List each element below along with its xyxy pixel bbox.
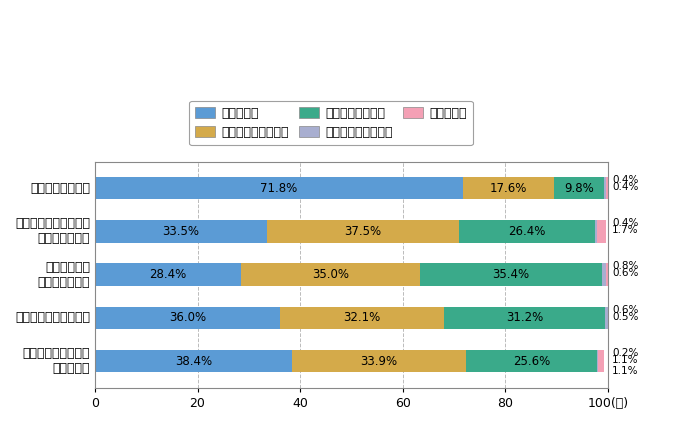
Text: 32.1%: 32.1% — [343, 312, 381, 324]
Text: 33.5%: 33.5% — [162, 225, 200, 238]
Bar — [95, 264, 241, 286]
Bar — [602, 264, 606, 286]
Text: 36.0%: 36.0% — [168, 312, 206, 324]
Bar — [95, 307, 280, 329]
Text: 35.0%: 35.0% — [312, 268, 349, 281]
Text: 38.4%: 38.4% — [175, 354, 212, 368]
Text: 1.1%: 1.1% — [612, 366, 639, 376]
Bar — [605, 307, 607, 329]
Text: 26.4%: 26.4% — [508, 225, 546, 238]
Text: 0.4%: 0.4% — [612, 182, 638, 192]
Text: 0.6%: 0.6% — [612, 305, 638, 314]
Bar — [606, 264, 609, 286]
Text: 0.4%: 0.4% — [612, 218, 638, 228]
Bar — [607, 307, 610, 329]
Bar — [241, 264, 421, 286]
Bar — [463, 177, 554, 199]
Bar — [554, 177, 604, 199]
Text: 71.8%: 71.8% — [260, 181, 298, 195]
Text: 1.7%: 1.7% — [612, 225, 639, 235]
Bar — [95, 220, 267, 243]
Bar — [444, 307, 605, 329]
Bar — [604, 177, 606, 199]
Text: 35.4%: 35.4% — [493, 268, 530, 281]
Legend: 強化すべき, もう少し強化すべき, 現状どおりでよい, もう少し控えるべき, 控えるべき: 強化すべき, もう少し強化すべき, 現状どおりでよい, もう少し控えるべき, 控… — [189, 101, 473, 145]
Bar — [280, 307, 444, 329]
Bar — [594, 220, 596, 243]
Text: 25.6%: 25.6% — [513, 354, 550, 368]
Bar — [599, 350, 604, 372]
Text: 1.1%: 1.1% — [612, 355, 639, 365]
Bar — [459, 220, 594, 243]
Bar — [95, 177, 463, 199]
Text: 31.2%: 31.2% — [506, 312, 543, 324]
Bar — [466, 350, 597, 372]
Text: 0.2%: 0.2% — [612, 348, 638, 358]
Bar — [95, 350, 292, 372]
Bar — [292, 350, 466, 372]
Bar — [606, 177, 608, 199]
Bar — [596, 220, 605, 243]
Text: 0.5%: 0.5% — [612, 312, 638, 322]
Text: 0.4%: 0.4% — [612, 175, 638, 185]
Bar — [267, 220, 459, 243]
Text: 0.6%: 0.6% — [612, 268, 638, 278]
Text: 37.5%: 37.5% — [344, 225, 381, 238]
Text: 9.8%: 9.8% — [564, 181, 594, 195]
Text: 0.8%: 0.8% — [612, 261, 638, 272]
Bar — [597, 350, 599, 372]
Text: 28.4%: 28.4% — [149, 268, 187, 281]
Text: 17.6%: 17.6% — [490, 181, 527, 195]
Text: 33.9%: 33.9% — [361, 354, 398, 368]
Bar — [421, 264, 602, 286]
